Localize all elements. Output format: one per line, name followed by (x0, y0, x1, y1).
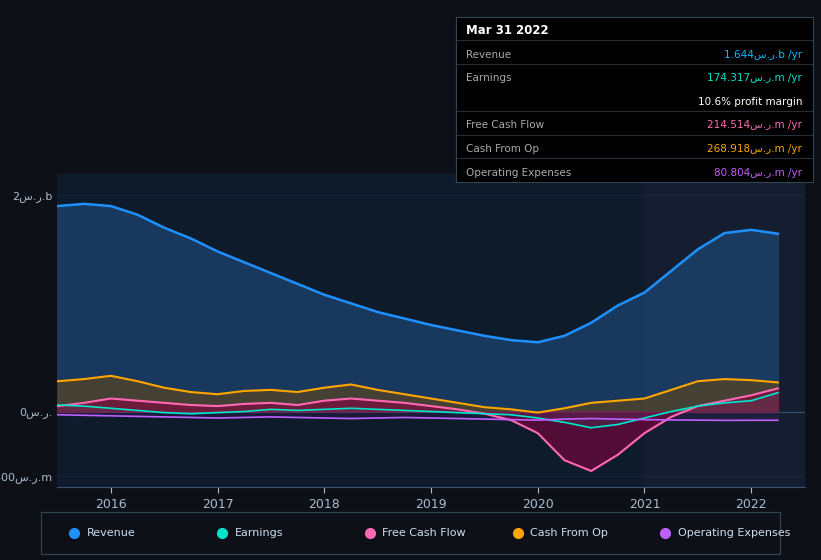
Text: 174.317س.ر.m /yr: 174.317س.ر.m /yr (707, 73, 802, 83)
Text: Cash From Op: Cash From Op (530, 529, 608, 538)
Text: Revenue: Revenue (466, 50, 511, 59)
Text: Free Cash Flow: Free Cash Flow (383, 529, 466, 538)
Text: Cash From Op: Cash From Op (466, 144, 539, 154)
Text: Mar 31 2022: Mar 31 2022 (466, 25, 549, 38)
Text: Free Cash Flow: Free Cash Flow (466, 120, 544, 130)
Text: 1.644س.ر.b /yr: 1.644س.ر.b /yr (724, 50, 802, 59)
Text: Earnings: Earnings (466, 73, 511, 83)
Bar (644, 174, 805, 487)
Text: 214.514س.ر.m /yr: 214.514س.ر.m /yr (707, 120, 802, 130)
Text: 268.918س.ر.m /yr: 268.918س.ر.m /yr (707, 144, 802, 154)
Text: Operating Expenses: Operating Expenses (466, 167, 571, 178)
Text: 80.804س.ر.m /yr: 80.804س.ر.m /yr (714, 167, 802, 178)
Text: Earnings: Earnings (235, 529, 283, 538)
Text: 10.6% profit margin: 10.6% profit margin (698, 97, 802, 107)
Text: Revenue: Revenue (87, 529, 135, 538)
Text: Operating Expenses: Operating Expenses (678, 529, 791, 538)
